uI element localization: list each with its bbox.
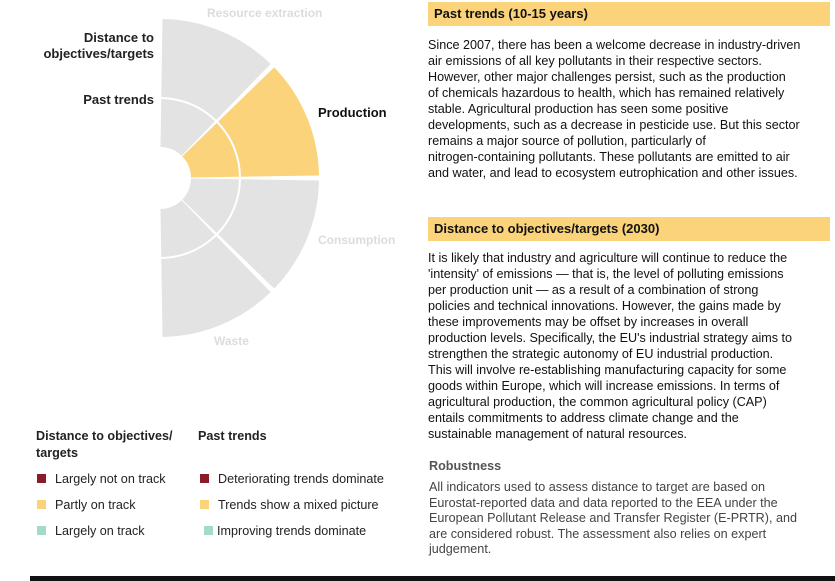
swatch-deteriorating [200,474,209,484]
text-line: judgement. [429,542,492,556]
text-line: Since 2007, there has been a welcome dec… [428,38,801,52]
text-line: goods within Europe, which will increase… [428,379,780,393]
distance-text: It is likely that industry and agricultu… [428,250,835,442]
text-line: air emissions of all key pollutants in t… [428,54,762,68]
sector-production-distance-segment [218,67,319,177]
sector-resource-extraction-distance-segment [161,19,271,120]
robustness-heading: Robustness [429,459,502,473]
text-line: All indicators used to assess distance t… [429,480,766,494]
text-line: sustainable management of natural resour… [428,427,688,441]
text-line: agricultural production, the common agri… [428,395,767,409]
text-line: European Pollutant Release and Transfer … [429,511,797,525]
past-trends-heading: Past trends (10-15 years) [428,2,830,26]
robustness-text: All indicators used to assess distance t… [429,480,834,558]
sector-label-resource-extraction: Resource extraction [207,6,323,20]
legend-trends-heading: Past trends [198,429,267,443]
sector-resource-extraction-past-trends-segment [160,99,215,156]
legend-item-deteriorating: Deteriorating trends dominate [200,471,384,487]
legend-item-improving: Improving trends dominate [204,523,366,539]
ring-label-inner: Past trends [83,92,154,107]
text-line: Eurostat-reported data and data reported… [429,495,778,510]
sector-diagram [160,19,319,337]
sector-label-waste: Waste [214,334,249,348]
sector-waste-distance-segment [161,236,271,337]
ring-label-outer: Distance to objectives/targets [43,30,154,61]
text-line: nitrogen-containing pollutants. These po… [428,150,790,164]
swatch-improving [204,526,213,536]
distance-heading: Distance to objectives/targets (2030) [428,217,830,241]
past-trends-text: Since 2007, there has been a welcome dec… [428,37,835,181]
sector-consumption-distance-segment [218,179,319,289]
text-line: 'intensity' of emissions — that is, the … [428,267,784,281]
sector-waste-past-trends-segment [160,200,215,257]
sector-consumption-past-trends-segment [182,178,239,233]
sector-label-production: Production [318,105,387,120]
text-line: production levels. Specifically, the EU'… [428,331,793,345]
swatch-mixed [200,500,209,510]
legend-item-partly-on-track: Partly on track [37,497,136,513]
text-line: and water, and lead to ecosystem eutroph… [428,166,798,180]
text-line: are considered robust. The assessment al… [429,526,767,541]
swatch-partly-on-track [37,500,46,510]
text-line: policies and technical innovations. Howe… [428,299,781,313]
sector-label-consumption: Consumption [318,233,396,247]
text-line: of chemicals hazardous to health, which … [428,86,785,100]
text-line: This will involve re-establishing manufa… [428,363,787,377]
text-line: strengthen the strategic autonomy of EU … [428,347,774,361]
sector-production-past-trends-segment [182,123,239,178]
text-line: entails commitments to address climate c… [428,411,739,425]
text-line: However, other major challenges persist,… [428,70,786,84]
text-line: remains a major source of pollution, par… [428,134,706,148]
text-line: developments, such as a decrease in pest… [428,118,800,132]
text-line: stable. Agricultural production has seen… [428,102,729,116]
legend-distance-heading: Distance to objectives/ targets [36,429,173,460]
text-line: per production unit — as a result of a c… [428,283,759,297]
swatch-on-track [37,526,46,536]
swatch-not-on-track [37,474,46,484]
legend-item-largely-on-track: Largely on track [37,523,145,539]
text-line: It is likely that industry and agricultu… [428,251,788,265]
bottom-rule [30,576,835,581]
legend-item-mixed: Trends show a mixed picture [200,497,379,513]
text-line: these improvements may be offset by incr… [428,315,749,329]
legend-item-largely-not-on-track: Largely not on track [37,471,166,487]
